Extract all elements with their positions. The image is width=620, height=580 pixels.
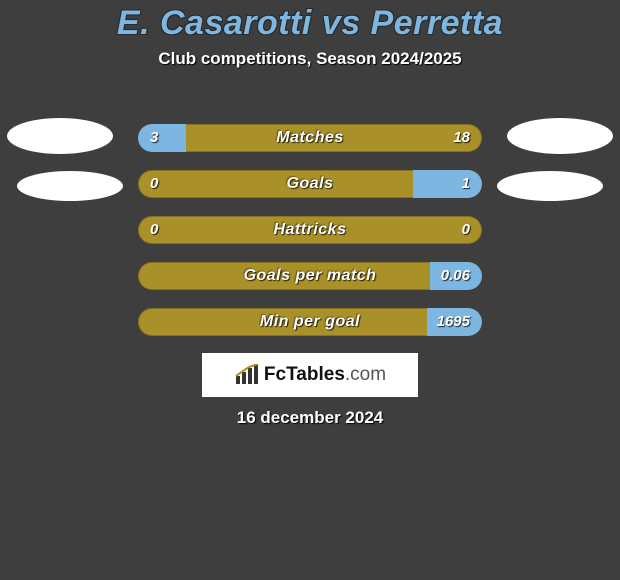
comparison-infographic: E. Casarotti vs Perretta Club competitio…	[0, 0, 620, 580]
stat-value-right: 18	[453, 124, 470, 152]
stat-value-right: 1695	[437, 308, 470, 336]
stat-label: Min per goal	[138, 308, 482, 336]
stat-label: Hattricks	[138, 216, 482, 244]
brand-text: FcTables.com	[264, 364, 386, 386]
stat-value-right: 0.06	[441, 262, 470, 290]
page-title: E. Casarotti vs Perretta	[0, 0, 620, 43]
player2-logo-b	[497, 171, 603, 201]
stats-bars: 3 Matches 18 0 Goals 1 0 Hattricks 0 Goa…	[138, 124, 482, 354]
player1-logo-b	[17, 171, 123, 201]
date-label: 16 december 2024	[0, 408, 620, 428]
player2-logo-a	[507, 118, 613, 154]
stat-row-goals-per-match: Goals per match 0.06	[138, 262, 482, 290]
stat-label: Goals per match	[138, 262, 482, 290]
stat-value-right: 0	[462, 216, 470, 244]
brand-badge: FcTables.com	[202, 353, 418, 397]
stat-label: Matches	[138, 124, 482, 152]
stat-row-matches: 3 Matches 18	[138, 124, 482, 152]
stat-label: Goals	[138, 170, 482, 198]
stat-value-right: 1	[462, 170, 470, 198]
subtitle: Club competitions, Season 2024/2025	[0, 49, 620, 69]
stat-row-goals: 0 Goals 1	[138, 170, 482, 198]
brand-main: Tables	[286, 364, 345, 385]
brand-prefix: Fc	[264, 364, 286, 385]
bar-chart-icon	[234, 364, 260, 386]
stat-row-hattricks: 0 Hattricks 0	[138, 216, 482, 244]
brand-suffix: .com	[345, 364, 386, 385]
stat-row-min-per-goal: Min per goal 1695	[138, 308, 482, 336]
player1-logo-a	[7, 118, 113, 154]
